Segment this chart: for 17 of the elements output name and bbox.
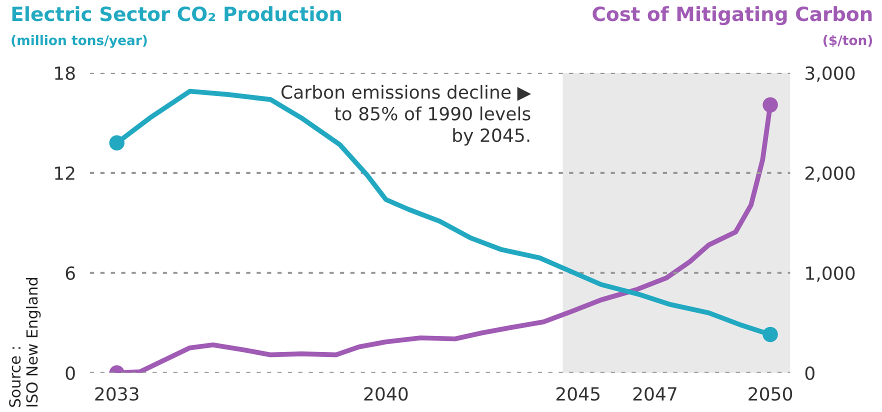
x-tick-label: 2050: [748, 387, 792, 401]
y-tick-label: 0: [66, 366, 75, 380]
y-tick-label: 6: [66, 266, 75, 280]
x-tick-label: 2033: [95, 387, 138, 401]
y-tick-label: 18: [55, 66, 75, 80]
y-tick-label: 12: [55, 166, 74, 180]
y2-tick-label: 1,000: [806, 266, 855, 282]
y2-tick-label: 3,000: [806, 66, 855, 82]
y-axis-title: Electric Sector CO₂ Production (million tons/year): [12, 6, 342, 48]
y2-tick-label: 2,000: [805, 166, 855, 182]
x-tick-label: 2040: [364, 387, 408, 401]
x-tick-label: 2047: [633, 387, 676, 401]
annotation: Carbon emissions decline ▶ to 85% of 1990 levels by 2045.: [282, 84, 532, 146]
y2-axis-title: Cost of Mitigating Carbon ($/ton): [592, 6, 872, 47]
y2-tick-label: 0: [805, 366, 814, 380]
source-note: Source : ISO New England: [9, 278, 41, 407]
x-tick-label: 2045: [556, 387, 600, 401]
